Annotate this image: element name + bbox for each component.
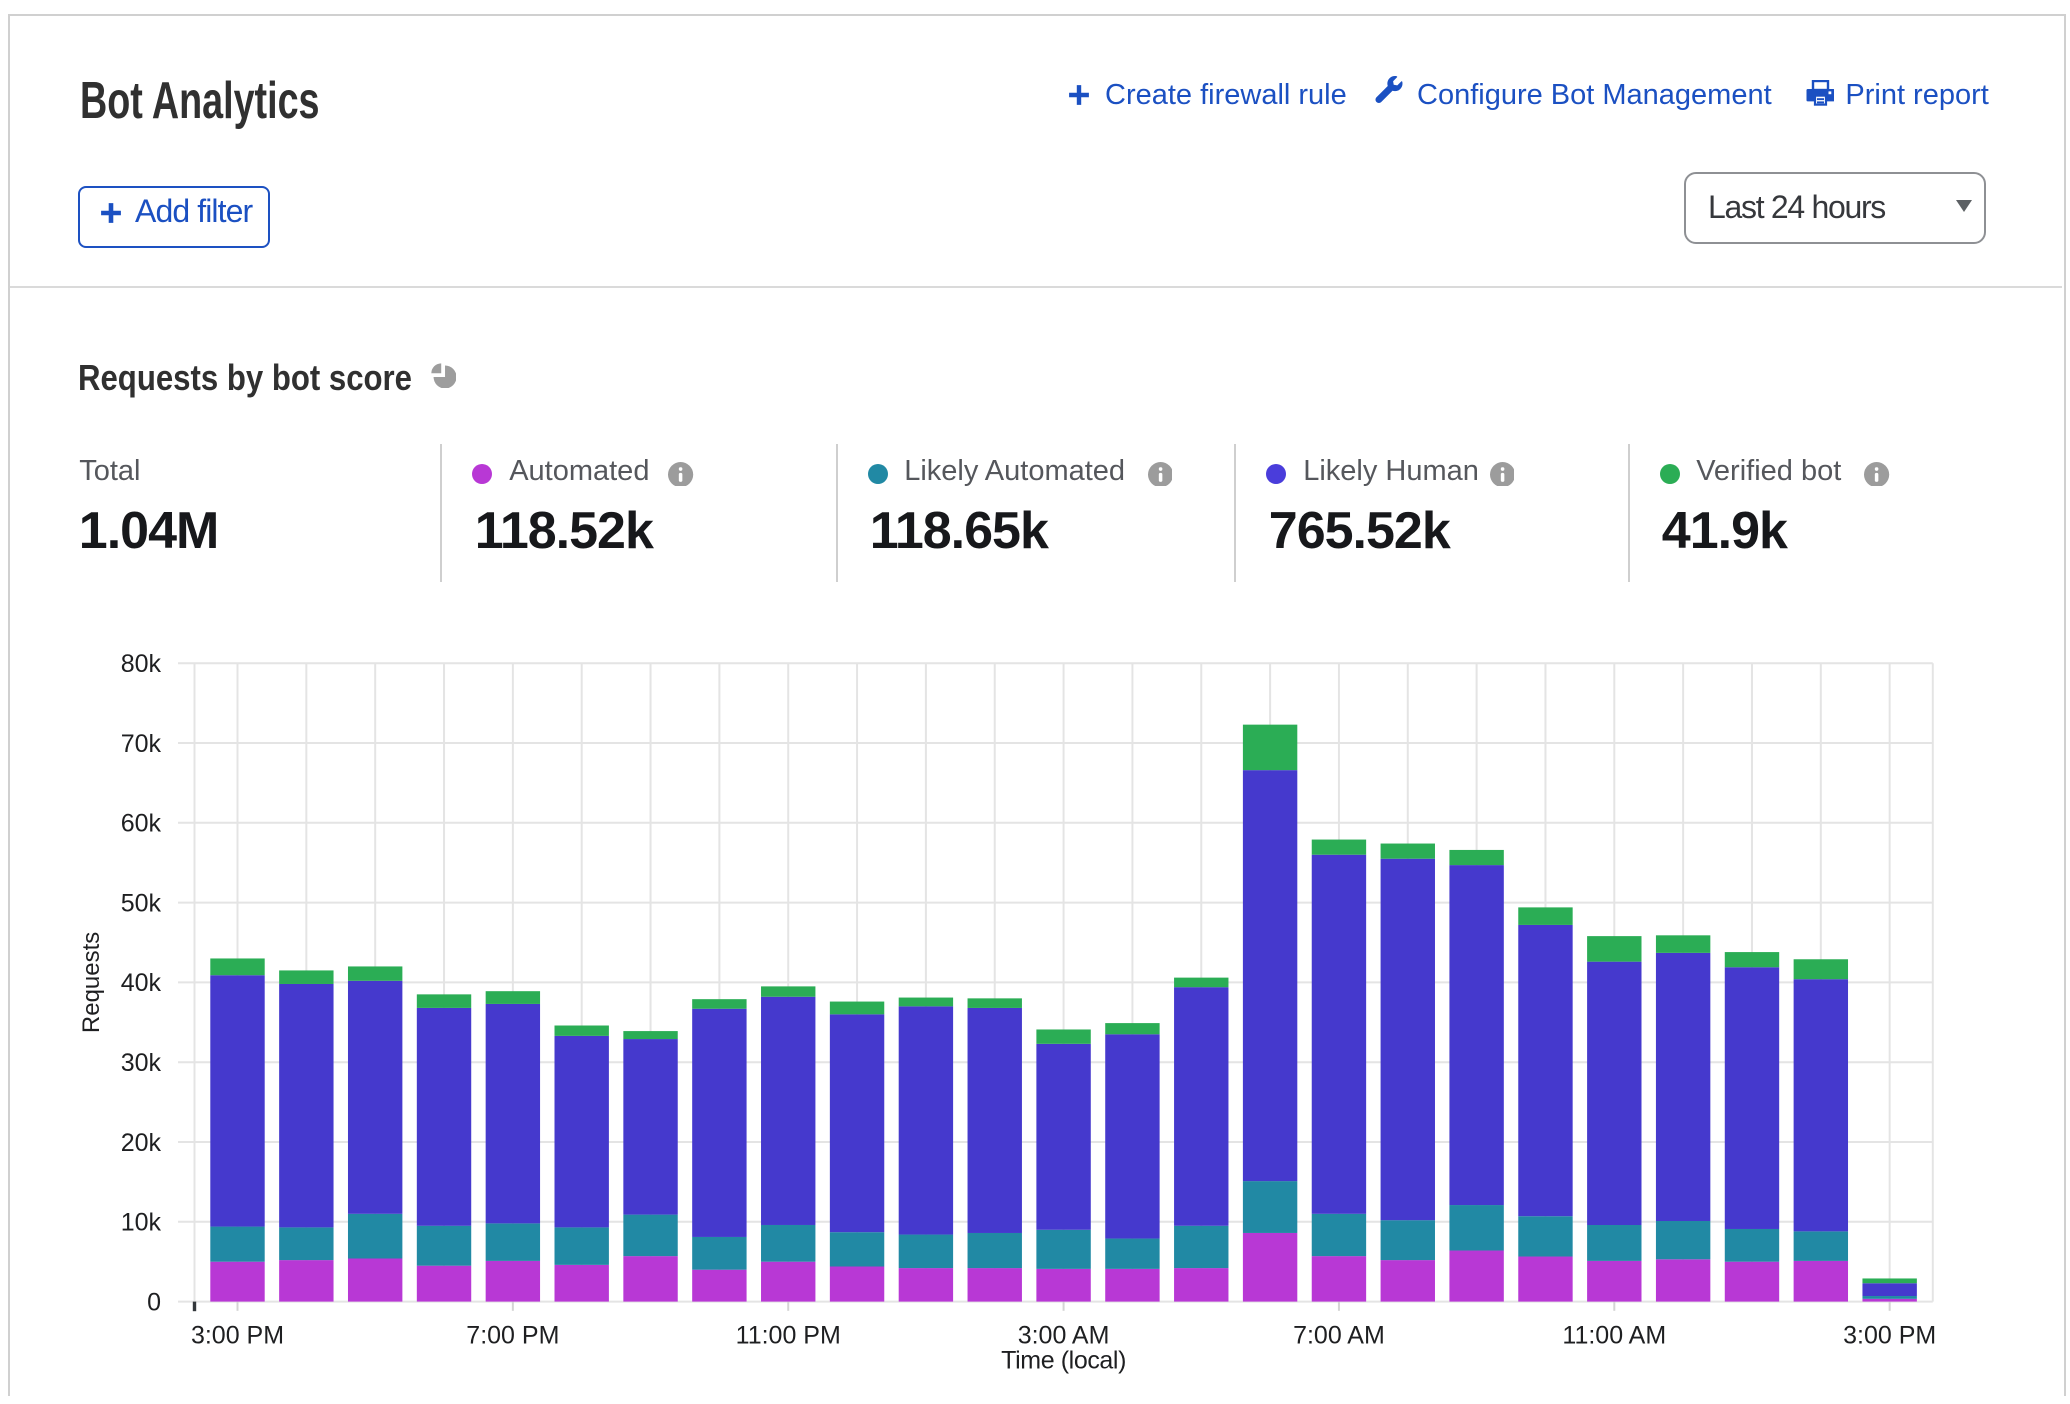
svg-text:3:00 AM: 3:00 AM [1018,1322,1110,1350]
svg-text:40k: 40k [121,969,162,997]
svg-text:80k: 80k [121,650,162,678]
svg-text:20k: 20k [121,1129,162,1157]
svg-text:70k: 70k [121,730,162,758]
svg-text:11:00 PM: 11:00 PM [736,1322,841,1350]
svg-text:30k: 30k [121,1049,162,1077]
svg-text:10k: 10k [121,1209,162,1237]
svg-text:50k: 50k [121,889,162,917]
svg-text:0: 0 [147,1288,161,1316]
svg-text:Requests: Requests [78,932,105,1033]
svg-text:7:00 AM: 7:00 AM [1293,1322,1385,1350]
svg-text:Time (local): Time (local) [1001,1347,1126,1375]
svg-text:3:00 PM: 3:00 PM [191,1322,284,1350]
svg-text:11:00 AM: 11:00 AM [1562,1322,1666,1350]
svg-text:7:00 PM: 7:00 PM [466,1322,559,1350]
svg-text:3:00 PM: 3:00 PM [1843,1322,1936,1350]
svg-text:60k: 60k [121,810,162,838]
